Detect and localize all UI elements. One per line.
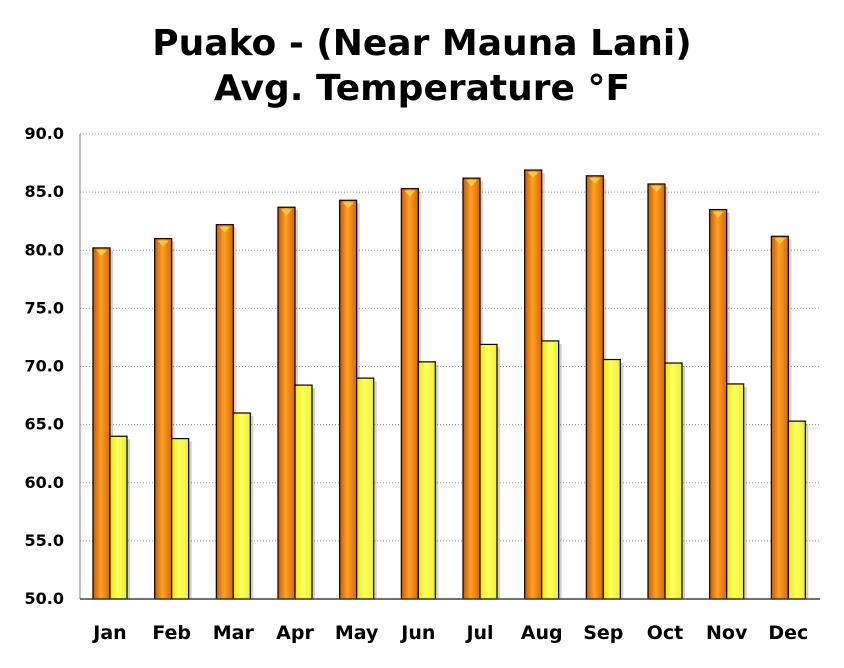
low-temp-bar xyxy=(479,343,498,600)
low-temp-bar xyxy=(602,358,621,600)
x-category-label: Jan xyxy=(91,622,126,644)
y-tick-label: 90.0 xyxy=(25,124,64,143)
bar-cap-highlight xyxy=(774,238,786,245)
chart-title-line-2: Avg. Temperature °F xyxy=(214,68,630,109)
high-temp-bar xyxy=(215,224,234,600)
bar-cap-highlight xyxy=(404,190,416,197)
x-category-label: Feb xyxy=(152,622,191,644)
y-tick-label: 65.0 xyxy=(25,415,64,434)
bar-cap-highlight xyxy=(219,226,231,233)
low-temp-bar xyxy=(541,340,560,600)
high-temp-bar xyxy=(154,238,173,600)
bar-cap-highlight xyxy=(712,211,724,218)
x-category-label: Aug xyxy=(521,622,563,644)
low-temp-bar xyxy=(232,412,251,600)
gridlines xyxy=(80,133,820,542)
bar-cap-highlight xyxy=(96,249,107,256)
low-temp-bar xyxy=(726,383,745,600)
low-temp-bar xyxy=(417,361,436,600)
x-category-label: Mar xyxy=(213,622,255,644)
y-tick-label: 80.0 xyxy=(25,240,64,259)
bar-cap-highlight xyxy=(466,180,477,187)
x-category-label: Sep xyxy=(583,622,623,644)
y-tick-label: 60.0 xyxy=(25,473,64,492)
bar-cap-highlight xyxy=(589,177,601,184)
y-tick-label: 70.0 xyxy=(25,357,64,376)
bar-cap-highlight xyxy=(651,185,662,192)
low-temp-bar xyxy=(664,362,683,600)
high-temp-bar xyxy=(524,169,543,600)
high-temp-bar xyxy=(339,199,358,600)
low-temp-bar xyxy=(356,377,375,600)
bar-cap-highlight xyxy=(527,172,539,179)
x-category-label: May xyxy=(335,622,379,644)
bar-cap-highlight xyxy=(342,202,354,209)
high-temp-bar xyxy=(709,208,728,600)
x-category-label: Dec xyxy=(768,622,808,644)
x-category-label: Oct xyxy=(647,622,684,644)
high-temp-bar xyxy=(462,177,481,600)
x-category-label: Jun xyxy=(399,622,435,644)
high-temp-bar xyxy=(92,247,111,600)
x-category-label: Jul xyxy=(464,622,493,644)
high-temp-bar xyxy=(277,206,296,600)
chart-title-line-1: Puako - (Near Mauna Lani) xyxy=(152,23,691,64)
y-tick-label: 75.0 xyxy=(25,298,64,317)
x-category-label: Apr xyxy=(276,622,314,644)
y-tick-label: 50.0 xyxy=(25,589,64,608)
bar-cap-highlight xyxy=(281,209,292,216)
y-tick-label: 85.0 xyxy=(25,182,64,201)
y-tick-label: 55.0 xyxy=(25,531,64,550)
low-temp-bar xyxy=(294,384,313,600)
low-temp-bar xyxy=(787,420,806,600)
bar-cap-highlight xyxy=(157,240,169,247)
y-tick-labels: 50.0 55.0 60.0 65.0 70.0 75.0 80.0 85.0 90.0 xyxy=(25,124,64,608)
high-temp-bar xyxy=(647,183,666,600)
x-category-labels: Jan Feb Mar Apr May Jun Jul Aug Sep Oct Nov Dec xyxy=(91,622,808,644)
bars xyxy=(92,169,809,600)
low-temp-bar xyxy=(171,437,190,600)
high-temp-bar xyxy=(770,235,789,600)
x-category-label: Nov xyxy=(706,622,748,644)
low-temp-bar xyxy=(109,435,128,600)
high-temp-bar xyxy=(585,175,604,600)
high-temp-bar xyxy=(400,188,419,600)
